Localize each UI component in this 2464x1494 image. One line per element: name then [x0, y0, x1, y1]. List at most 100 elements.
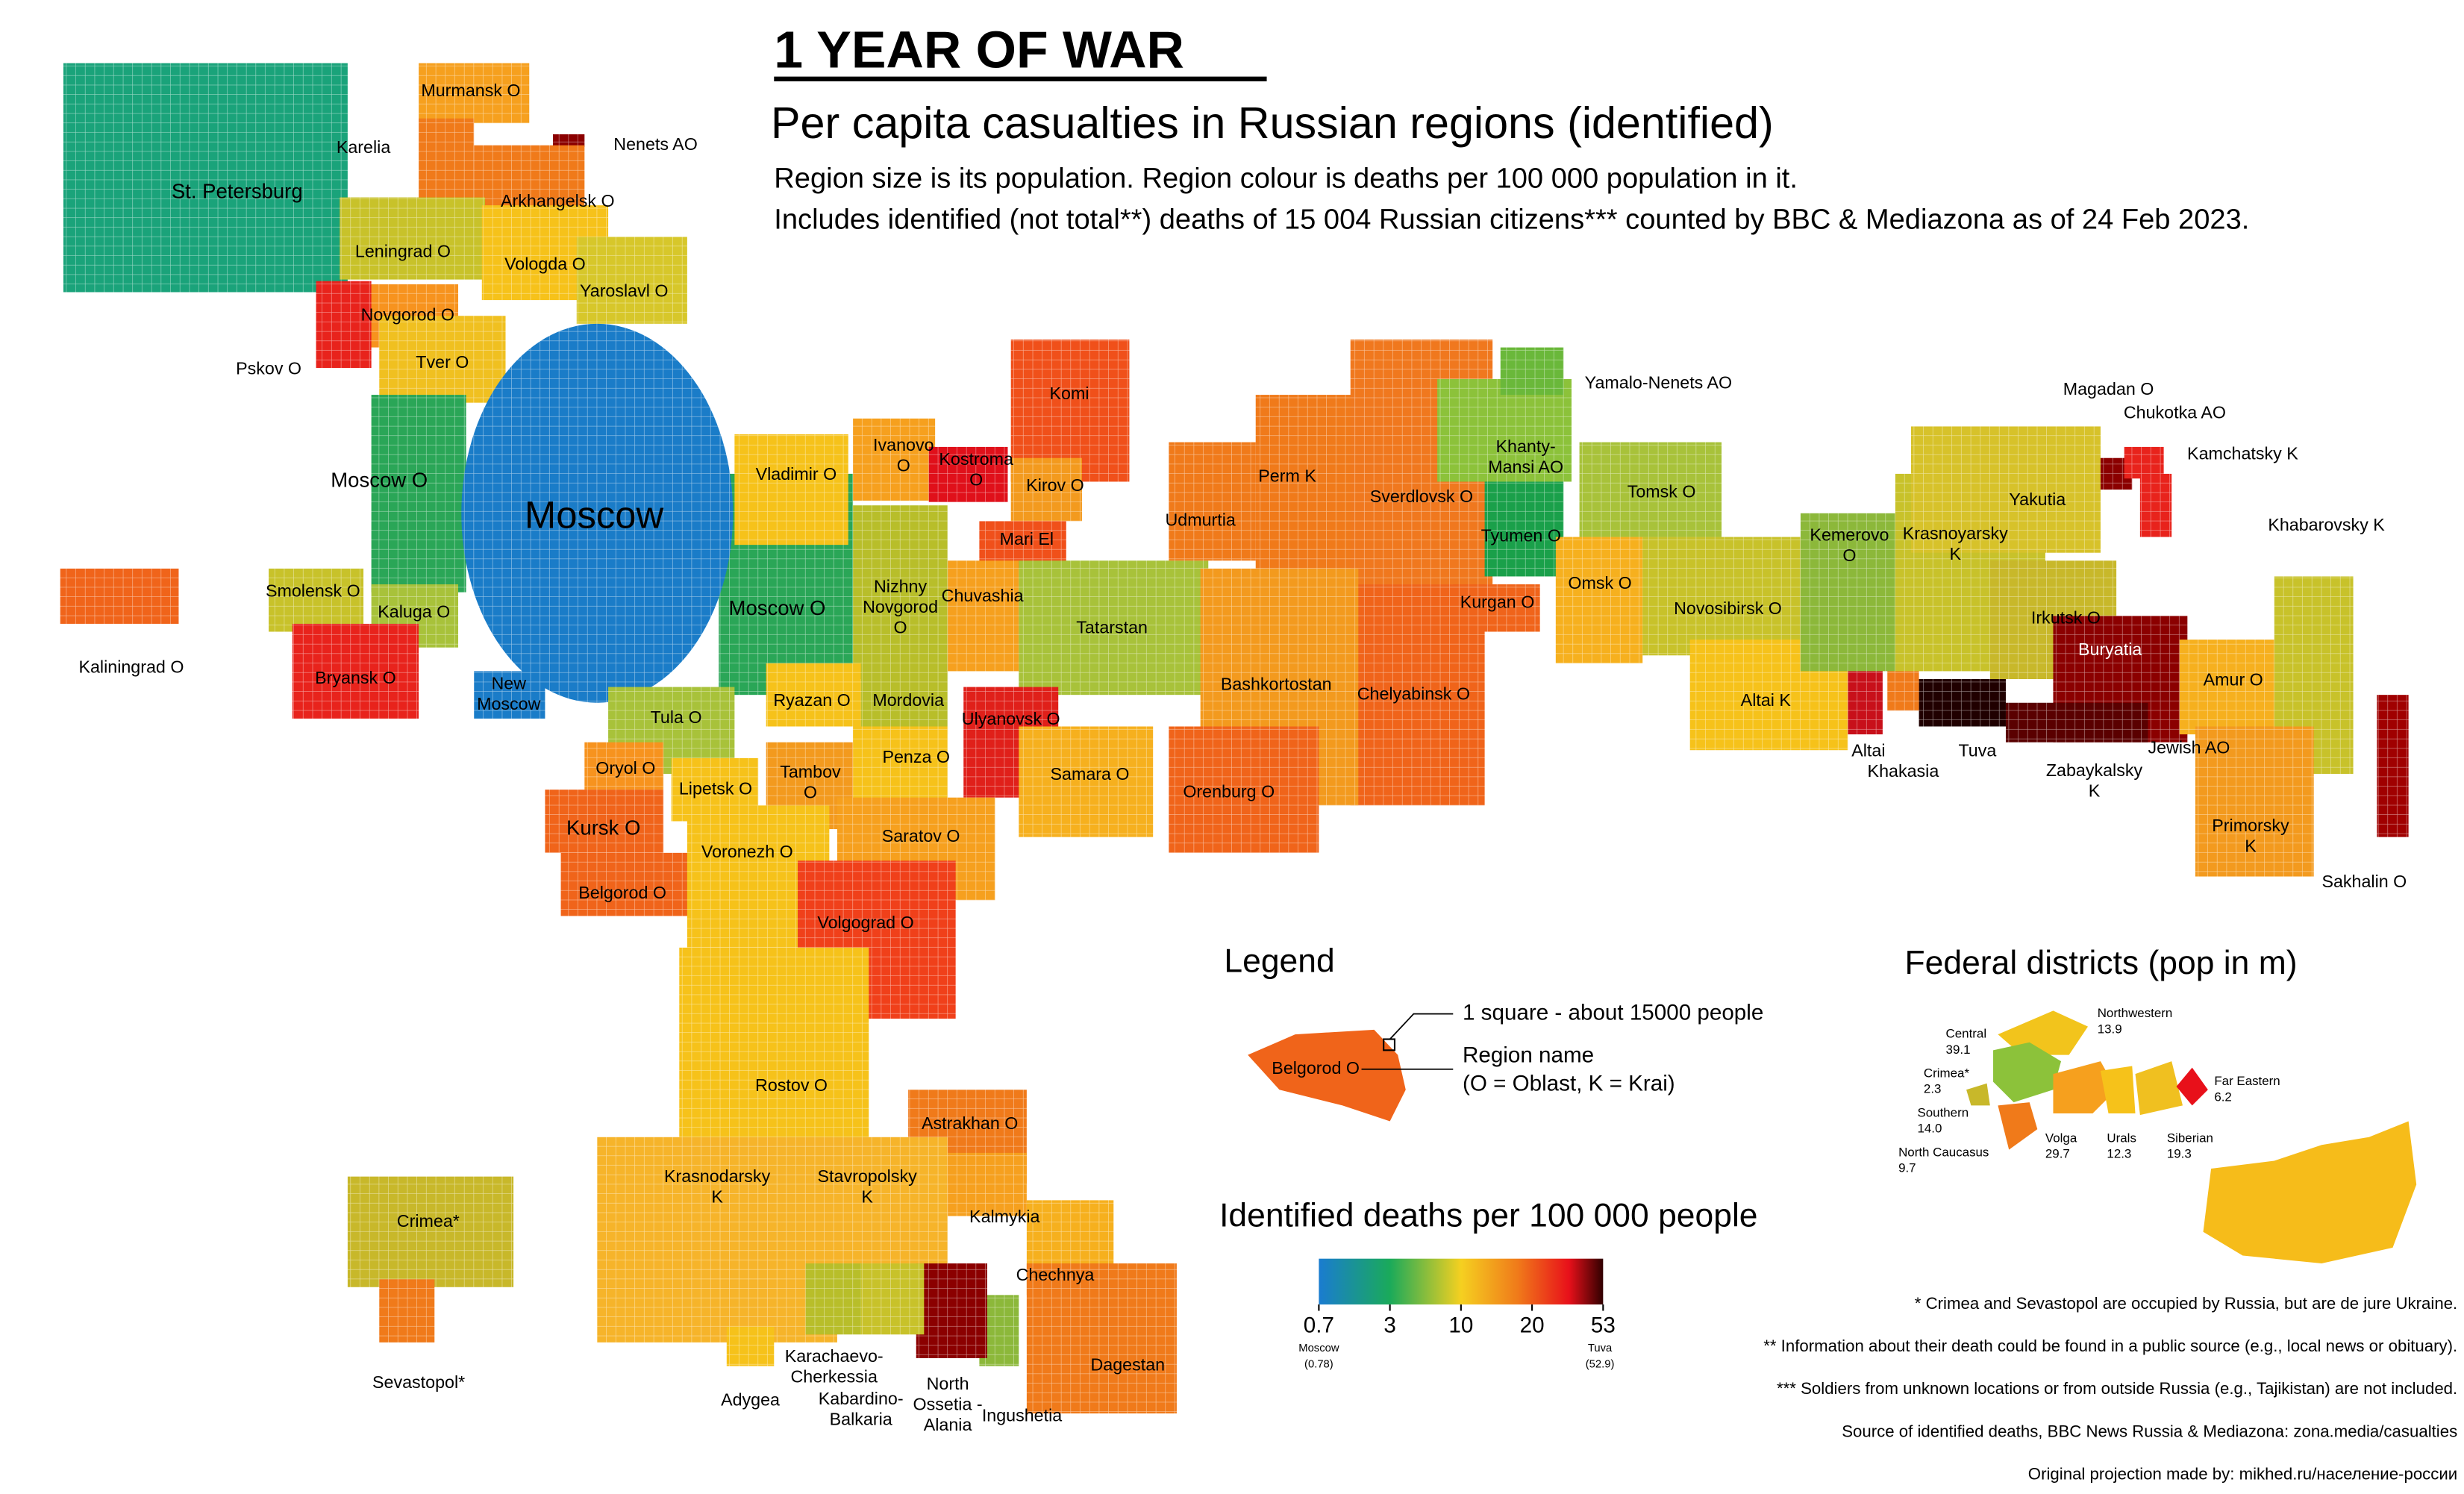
colorbar-tick-label: 53	[1591, 1313, 1616, 1338]
region-label: Orenburg O	[1183, 782, 1275, 801]
region-shape	[2139, 473, 2172, 537]
region-label: Alania	[924, 1415, 972, 1434]
districts-map	[1966, 1010, 2417, 1264]
region-shape	[347, 1176, 514, 1287]
region-label: K	[2089, 781, 2101, 800]
district-name: Southern	[1917, 1105, 1969, 1119]
region-label: Dagestan	[1091, 1355, 1166, 1375]
region-label: K	[1949, 544, 1961, 563]
region-label: Kursk O	[566, 816, 640, 839]
district-shape	[1998, 1102, 2038, 1150]
colorbar	[1319, 1258, 1604, 1305]
region-label: Khanty-	[1496, 437, 1556, 456]
region-label: Novgorod	[863, 597, 938, 616]
colorbar-note: (52.9)	[1586, 1358, 1615, 1370]
region-label: Primorsky	[2212, 816, 2289, 835]
region-shape	[60, 568, 179, 624]
colorbar-tick-label: 10	[1448, 1313, 1473, 1338]
district-pop: 2.3	[1924, 1082, 1942, 1096]
region-label: Krasnoyarsky	[1903, 524, 2008, 543]
district-pop: 9.7	[1898, 1161, 1916, 1175]
region-shape	[553, 134, 585, 147]
region-label: Perm K	[1258, 466, 1316, 485]
legend-text: (O = Oblast, K = Krai)	[1463, 1072, 1675, 1096]
region-label: Tuva	[1958, 740, 1996, 760]
district-name: Volga	[2045, 1131, 2077, 1145]
region-label: Moscow	[477, 694, 541, 713]
region-shape	[734, 434, 848, 546]
region-label: Chuvashia	[942, 586, 1024, 605]
region-label: Magadan O	[2063, 379, 2154, 398]
region-label: Tyumen O	[1481, 526, 1561, 546]
region-label: Kabardino-	[819, 1389, 904, 1408]
region-label: Sevastopol*	[372, 1372, 465, 1392]
region-label: Amur O	[2204, 669, 2263, 689]
region-shape	[1919, 679, 2006, 727]
region-label: Tula O	[651, 707, 702, 727]
region-label: O	[897, 456, 910, 475]
region-shape	[726, 1326, 775, 1366]
region-label: Lipetsk O	[679, 778, 752, 798]
region-shape	[853, 418, 936, 501]
region-label: Ivanovo	[873, 435, 934, 454]
legend-title: Legend	[1224, 943, 1334, 980]
region-label: Tambov	[780, 762, 841, 781]
legend-shape	[1248, 1029, 1406, 1122]
region-label: St. Petersburg	[172, 179, 303, 202]
district-name: Far Eastern	[2214, 1074, 2280, 1088]
region-label: Penza O	[882, 747, 950, 766]
region-label: Volgograd O	[817, 913, 913, 932]
region-label: Yaroslavl O	[580, 281, 669, 301]
district-shape	[2135, 1061, 2183, 1116]
district-shape	[2203, 1121, 2417, 1264]
district-pop: 29.7	[2045, 1146, 2070, 1160]
region-shape	[1642, 537, 1801, 656]
region-shape	[916, 1263, 987, 1358]
footnote: * Crimea and Sevastopol are occupied by …	[1915, 1294, 2457, 1313]
region-label: Samara O	[1051, 764, 1130, 784]
leader	[1389, 1013, 1454, 1040]
colorbar-title: Identified deaths per 100 000 people	[1219, 1197, 1757, 1234]
region-label: Zabaykalsky	[2046, 760, 2143, 780]
region-label: Komi	[1050, 384, 1089, 403]
district-shape	[1998, 1010, 2089, 1055]
district-name: Crimea*	[1924, 1066, 1970, 1081]
region-label: Yakutia	[2009, 490, 2066, 509]
title: 1 YEAR OF WAR	[774, 20, 1184, 78]
region-label: Moscow O	[331, 469, 428, 492]
district-name: Siberian	[2167, 1131, 2213, 1145]
region-label: K	[861, 1187, 873, 1206]
region-label: Chukotka AO	[2124, 403, 2226, 422]
region-label: Pskov O	[236, 358, 301, 378]
region-label: Mari El	[1000, 529, 1054, 548]
region-label: Bashkortostan	[1221, 675, 1332, 694]
region-label: Krasnodarsky	[664, 1166, 771, 1186]
legend-text: Region name	[1463, 1043, 1594, 1068]
district-pop: 6.2	[2214, 1090, 2232, 1104]
district-name: Central	[1946, 1027, 1987, 1041]
region-label: O	[804, 783, 817, 802]
region-label: Bryansk O	[315, 668, 396, 687]
district-shape	[1993, 1042, 2062, 1103]
districts-title: Federal districts (pop in m)	[1905, 945, 2298, 981]
region-label: Smolensk O	[266, 581, 360, 601]
region-labels: St. Petersburg Murmansk O Karelia Nenets AO…	[78, 81, 2407, 1434]
region-shape	[316, 281, 372, 369]
region-label: Astrakhan O	[922, 1113, 1018, 1133]
region-label: Ingushetia	[982, 1405, 1062, 1425]
region-label: Khakasia	[1868, 761, 1939, 781]
region-label: Chechnya	[1016, 1265, 1095, 1284]
subtitle: Per capita casualties in Russian regions…	[771, 98, 1774, 148]
region-label: Moscow	[525, 494, 664, 537]
region-label: Mordovia	[872, 690, 944, 710]
region-label: Nizhny	[874, 576, 927, 596]
region-label: Rostov O	[755, 1075, 828, 1095]
region-label: Arkhangelsk O	[501, 191, 615, 210]
region-shape	[1848, 671, 1883, 735]
region-shape	[2377, 695, 2409, 837]
region-label: Yamalo-Nenets AO	[1585, 372, 1732, 392]
region-shape	[679, 947, 869, 1169]
region-label: Vologda O	[504, 254, 586, 274]
